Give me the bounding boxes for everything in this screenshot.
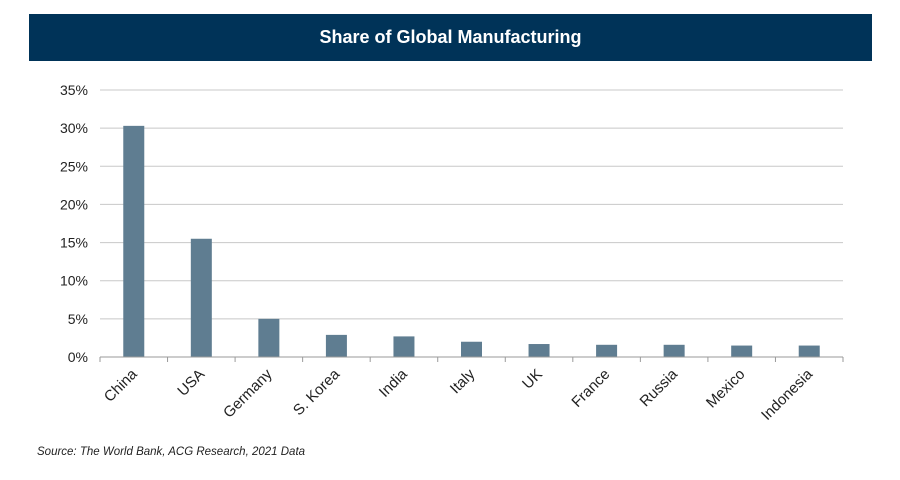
y-tick-label: 10% <box>60 273 88 289</box>
y-tick-label: 20% <box>60 196 88 212</box>
chart-title: Share of Global Manufacturing <box>29 14 872 61</box>
x-tick-label: France <box>568 366 613 411</box>
y-tick-label: 15% <box>60 235 88 251</box>
x-tick-label: India <box>376 365 411 400</box>
gridlines <box>100 89 843 320</box>
x-tick-label: USA <box>174 366 208 400</box>
bar <box>258 318 280 357</box>
bar <box>731 345 753 357</box>
bar <box>663 344 685 357</box>
x-axis <box>99 356 844 362</box>
x-tick-label: Indonesia <box>758 365 816 423</box>
bar <box>190 238 212 357</box>
x-tick-label: Mexico <box>703 366 749 412</box>
bar <box>528 344 550 357</box>
x-tick-label: Russia <box>637 365 682 410</box>
bar <box>325 334 347 357</box>
bar <box>393 336 415 357</box>
bar <box>461 341 482 357</box>
y-axis-ticks: 0% 5% 10% 15% 20% 25% 30% 35% <box>60 82 88 365</box>
y-tick-label: 5% <box>68 311 88 327</box>
x-tick-label: China <box>101 365 141 405</box>
y-tick-label: 25% <box>60 158 88 174</box>
x-tick-label: UK <box>519 366 546 393</box>
source-note: Source: The World Bank, ACG Research, 20… <box>37 446 306 458</box>
y-tick-label: 35% <box>60 82 88 98</box>
bar <box>798 345 820 357</box>
x-tick-label: Italy <box>447 365 479 397</box>
y-tick-label: 30% <box>60 120 88 136</box>
bars <box>123 125 820 358</box>
x-tick-label: S. Korea <box>290 365 344 419</box>
y-tick-label: 0% <box>68 349 88 365</box>
x-tick-label: Germany <box>220 365 276 421</box>
bar <box>596 344 618 357</box>
bar <box>123 125 145 358</box>
x-axis-labels: China USA Germany S. Korea India Italy UK Franc… <box>101 365 817 423</box>
